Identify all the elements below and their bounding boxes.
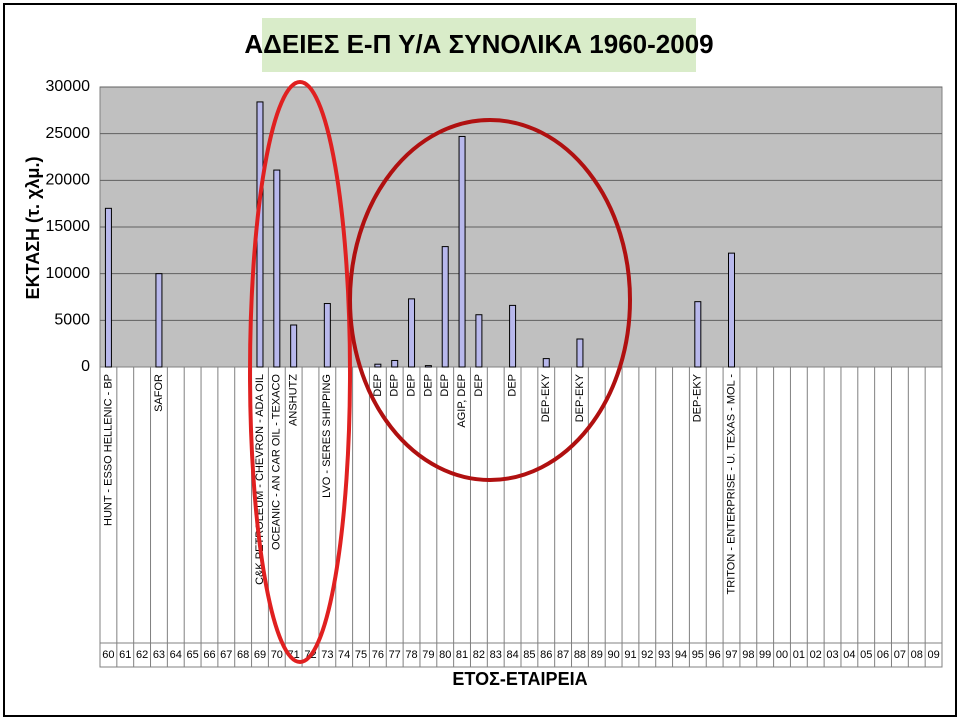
x-tick-label: 78	[405, 649, 417, 661]
x-tick-label: 04	[843, 649, 855, 661]
y-tick-label: 25000	[46, 125, 91, 142]
y-tick-label: 15000	[46, 218, 91, 235]
company-label: OCEANIC - AN CAR OIL - TEXACO	[271, 374, 283, 550]
x-tick-label: 86	[540, 649, 552, 661]
y-tick-label: 30000	[46, 78, 91, 95]
x-tick-label: 79	[422, 649, 434, 661]
x-tick-label: 65	[186, 649, 198, 661]
x-tick-label: 74	[338, 649, 350, 661]
bar	[441, 246, 449, 368]
company-label: DEP	[372, 374, 384, 397]
y-axis-label: ΕΚΤΑΣΗ (τ. χλμ.)	[23, 157, 43, 300]
bar	[155, 273, 163, 368]
company-label: DEP-EKY	[574, 373, 586, 422]
company-label: DEP-EKY	[540, 373, 552, 422]
bar	[576, 338, 584, 368]
x-tick-label: 07	[894, 649, 906, 661]
bar	[509, 304, 517, 368]
bar	[694, 301, 702, 368]
bar	[458, 135, 466, 368]
bar	[323, 303, 331, 368]
x-tick-label: 85	[523, 649, 535, 661]
company-label: DEP	[439, 374, 451, 397]
x-tick-label: 02	[810, 649, 822, 661]
x-tick-label: 82	[473, 649, 485, 661]
x-tick-label: 91	[624, 649, 636, 661]
company-label: AGIP, DEP	[456, 374, 468, 428]
x-tick-label: 73	[321, 649, 333, 661]
x-tick-label: 81	[456, 649, 468, 661]
x-tick-label: 83	[490, 649, 502, 661]
x-tick-label: 67	[220, 649, 232, 661]
x-tick-label: 95	[692, 649, 704, 661]
company-label: ANSHUTZ	[288, 374, 300, 426]
x-tick-label: 70	[271, 649, 283, 661]
highlight-ellipse	[348, 118, 632, 482]
title-box	[262, 18, 696, 72]
company-label: LVO - SERES SHIPPING	[321, 374, 333, 498]
x-tick-label: 98	[742, 649, 754, 661]
x-tick-label: 88	[574, 649, 586, 661]
bar	[290, 324, 298, 368]
x-tick-label: 96	[709, 649, 721, 661]
y-tick-label: 5000	[54, 312, 90, 329]
x-axis-label: ΕΤΟΣ-ΕΤΑΙΡΕΙΑ	[452, 669, 587, 689]
x-tick-label: 77	[389, 649, 401, 661]
company-label: DEP	[422, 374, 434, 397]
x-tick-label: 63	[153, 649, 165, 661]
x-tick-label: 80	[439, 649, 451, 661]
company-label: SAFOR	[153, 374, 165, 412]
x-tick-label: 92	[641, 649, 653, 661]
company-label: HUNT - ESSO HELLENIC - BP	[102, 374, 114, 526]
chart-title: ΑΔΕΙΕΣ Ε-Π Υ/Α ΣΥΝΟΛΙΚΑ 1960-2009	[244, 29, 713, 59]
x-tick-label: 08	[911, 649, 923, 661]
y-tick-label: 20000	[46, 172, 91, 189]
x-tick-label: 64	[170, 649, 182, 661]
x-tick-label: 03	[826, 649, 838, 661]
x-tick-label: 89	[591, 649, 603, 661]
bar	[475, 314, 483, 368]
bar	[104, 207, 112, 368]
x-tick-label: 99	[759, 649, 771, 661]
x-tick-label: 93	[658, 649, 670, 661]
company-label: DEP	[473, 374, 485, 397]
x-tick-label: 61	[119, 649, 131, 661]
bar	[256, 101, 264, 368]
company-label: DEP	[405, 374, 417, 397]
highlight-ellipse	[248, 80, 352, 664]
x-tick-label: 09	[927, 649, 939, 661]
x-tick-label: 76	[372, 649, 384, 661]
x-tick-label: 60	[102, 649, 114, 661]
x-tick-label: 97	[725, 649, 737, 661]
y-tick-label: 10000	[46, 265, 91, 282]
x-tick-label: 66	[203, 649, 215, 661]
bar	[542, 358, 550, 368]
x-tick-label: 01	[793, 649, 805, 661]
company-label: DEP	[506, 374, 518, 397]
bar	[391, 359, 399, 368]
x-tick-label: 90	[607, 649, 619, 661]
x-tick-label: 62	[136, 649, 148, 661]
bar	[424, 365, 432, 368]
x-tick-label: 75	[355, 649, 367, 661]
bar	[374, 363, 382, 368]
bar	[408, 298, 416, 368]
bar	[273, 169, 281, 368]
x-tick-label: 00	[776, 649, 788, 661]
company-label: TRITON - ENTERPRISE - U. TEXAS - MOL -	[725, 374, 737, 595]
x-tick-label: 05	[860, 649, 872, 661]
x-tick-label: 84	[506, 649, 518, 661]
x-tick-label: 69	[254, 649, 266, 661]
y-tick-label: 0	[81, 358, 90, 375]
company-label: DEP	[389, 374, 401, 397]
x-tick-label: 87	[557, 649, 569, 661]
bar	[728, 252, 735, 368]
x-tick-label: 06	[877, 649, 889, 661]
company-label: DEP-EKY	[692, 373, 704, 422]
x-tick-label: 68	[237, 649, 249, 661]
x-tick-label: 94	[675, 649, 687, 661]
